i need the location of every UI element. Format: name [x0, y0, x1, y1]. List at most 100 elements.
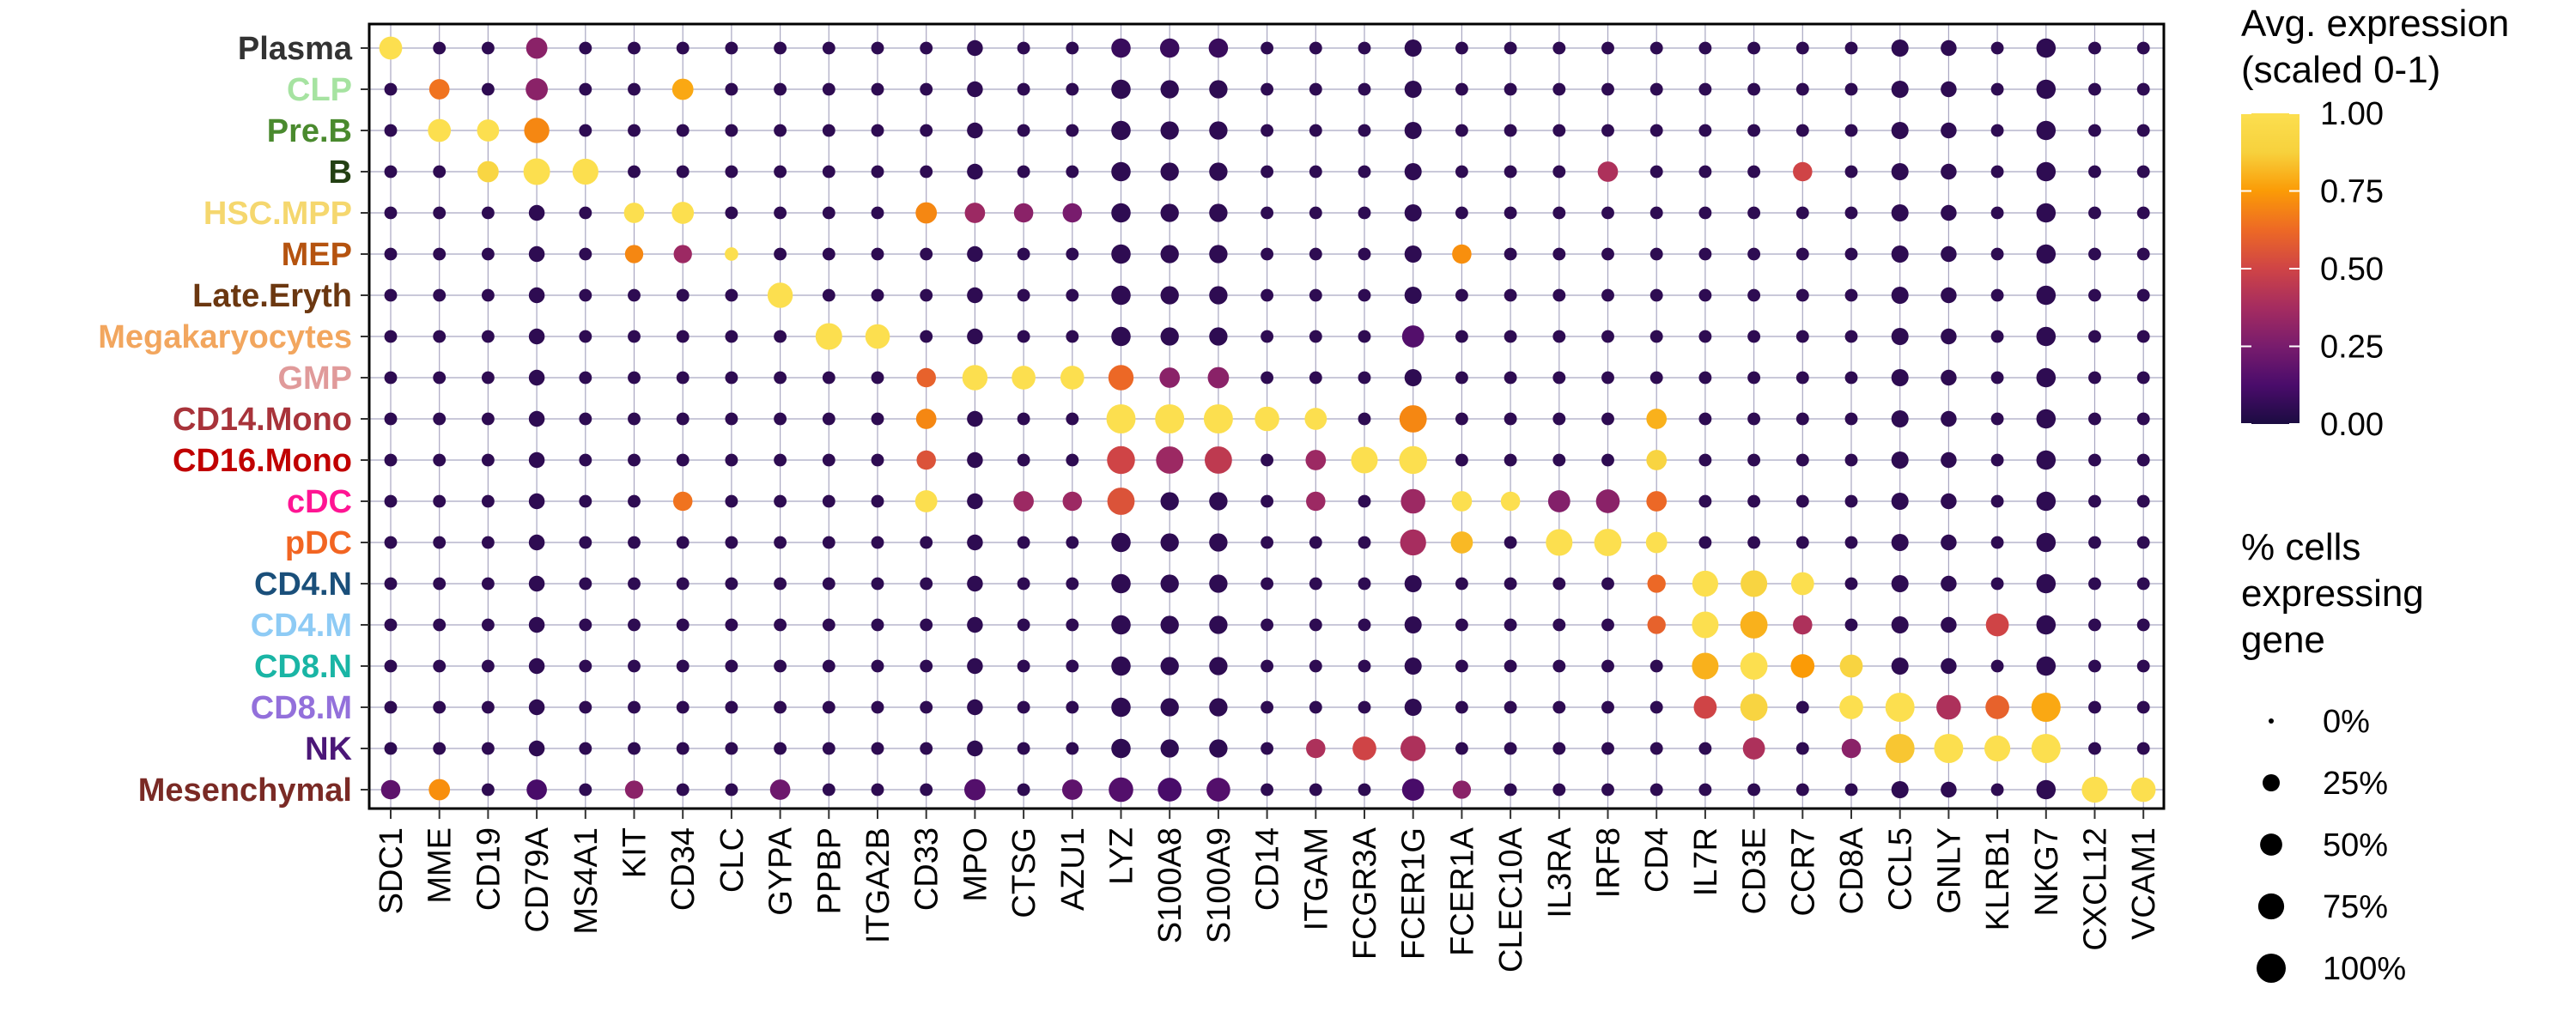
dot [1111, 285, 1131, 306]
dot [428, 79, 450, 100]
dot [1795, 288, 1809, 302]
column-label: CD14 [1250, 827, 1286, 911]
dot [1934, 734, 1964, 763]
dot [2088, 577, 2101, 591]
dot [967, 575, 983, 592]
dot [1698, 494, 1712, 508]
dot [676, 700, 690, 714]
dot [1891, 328, 1909, 345]
dot [528, 410, 545, 427]
dot [433, 165, 447, 179]
dot [822, 124, 835, 137]
dot [871, 494, 884, 508]
dot [1891, 451, 1909, 469]
dot [1891, 410, 1909, 427]
dot [1404, 575, 1422, 592]
dot [579, 371, 592, 385]
dot [2088, 618, 2101, 632]
dot [1649, 742, 1663, 755]
dot [1844, 247, 1858, 261]
dot [774, 453, 787, 467]
dot [871, 577, 884, 591]
dot [1990, 371, 2004, 385]
dot [1261, 742, 1274, 755]
dot [1990, 288, 2004, 302]
dot [2136, 618, 2150, 632]
dot [1062, 491, 1083, 512]
column-label: GNLY [1931, 827, 1967, 914]
dot [920, 742, 933, 755]
dot [1066, 41, 1079, 55]
dot [967, 245, 983, 263]
dot [1404, 616, 1422, 633]
dot [774, 700, 787, 714]
dot [1066, 412, 1079, 426]
dot [1984, 735, 2011, 762]
dot [1261, 453, 1274, 467]
dot [1795, 453, 1809, 467]
dot [481, 577, 495, 591]
dot [433, 659, 447, 673]
dot [967, 287, 983, 304]
row-label: CD4.M [251, 608, 352, 644]
dot [967, 740, 983, 757]
dot [1109, 777, 1133, 803]
dot [920, 577, 933, 591]
dot [628, 577, 641, 591]
dot [1358, 371, 1371, 385]
dot [1209, 203, 1228, 222]
dot [481, 742, 495, 755]
dot [676, 165, 690, 179]
dot [579, 659, 592, 673]
dot [1455, 412, 1468, 426]
dot [1795, 742, 1809, 755]
dot [579, 412, 592, 426]
dot [1400, 736, 1426, 761]
dot [2036, 79, 2057, 100]
dot [628, 453, 641, 467]
dot [2136, 330, 2150, 343]
dot [1891, 122, 1909, 139]
dot [579, 536, 592, 549]
dot [1552, 742, 1566, 755]
dot [1106, 404, 1136, 433]
dot [1844, 494, 1858, 508]
dot [1160, 492, 1179, 511]
dot [1552, 618, 1566, 632]
dot [528, 616, 545, 633]
dot [528, 493, 545, 510]
dot [914, 490, 938, 512]
dot [1941, 534, 1957, 551]
dot [822, 618, 835, 632]
dot [1066, 82, 1079, 96]
dot [1941, 410, 1957, 427]
dot [1160, 162, 1179, 181]
dot [1793, 615, 1813, 635]
dot [725, 494, 738, 508]
dot [2136, 577, 2150, 591]
dot [433, 41, 447, 55]
dot [1747, 288, 1761, 302]
dot [1358, 206, 1371, 220]
dot [1504, 536, 1517, 549]
dot [1504, 371, 1517, 385]
dot [1941, 657, 1957, 675]
dot [1066, 659, 1079, 673]
dot [2036, 615, 2057, 635]
dot [1455, 165, 1468, 179]
dot [1358, 494, 1371, 508]
column-label: GYPA [763, 827, 799, 915]
dot [524, 118, 550, 143]
dot [528, 534, 545, 551]
dot [1885, 734, 1915, 763]
row-label: pDC [285, 525, 352, 561]
dot [1891, 575, 1909, 592]
column-label: IL3RA [1542, 827, 1578, 918]
dot [725, 206, 738, 220]
dot [2088, 330, 2101, 343]
dot [1066, 577, 1079, 591]
dot [1309, 206, 1322, 220]
dot [528, 328, 545, 345]
dot [774, 412, 787, 426]
dot [1309, 82, 1322, 96]
